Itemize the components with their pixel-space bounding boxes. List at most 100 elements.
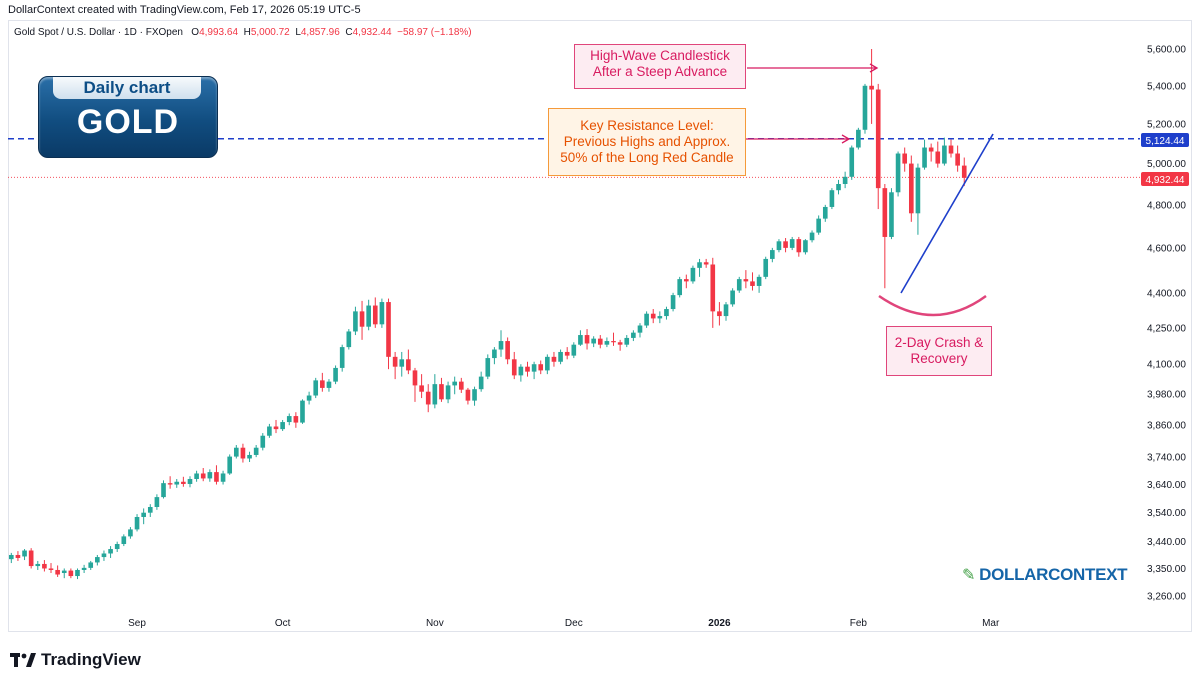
candle-body: [372, 305, 378, 325]
created-by-line: DollarContext created with TradingView.c…: [8, 4, 361, 16]
y-tick-label: 5,200.00: [1147, 119, 1186, 130]
candle-body: [869, 85, 874, 90]
candle-body: [525, 366, 530, 372]
candles-group: [8, 49, 967, 580]
open-value: 4,993.64: [199, 27, 239, 38]
candle-body: [114, 544, 120, 550]
crash-annotation: 2-Day Crash & Recovery: [886, 326, 992, 376]
tradingview-logo[interactable]: TradingView: [10, 650, 141, 670]
candle-body: [617, 342, 623, 345]
candle-body: [690, 267, 696, 282]
x-tick-label: Oct: [275, 618, 291, 629]
candle-body: [207, 472, 213, 479]
candle-body: [458, 381, 464, 390]
candle-body: [743, 279, 749, 282]
candle-body: [664, 309, 669, 317]
candle-body: [961, 165, 967, 178]
candle-body: [95, 557, 100, 563]
candle-body: [240, 447, 246, 459]
y-tick-label: 4,800.00: [1147, 200, 1186, 211]
candle-body: [227, 456, 233, 474]
low-value: 4,857.96: [300, 27, 340, 38]
candle-body: [551, 356, 557, 362]
high-wave-annotation: High-Wave Candlestick After a Steep Adva…: [574, 44, 746, 89]
candle-body: [200, 473, 206, 479]
candle-body: [955, 153, 960, 166]
candle-body: [273, 426, 279, 430]
candle-body: [856, 129, 861, 148]
last-price-tag-text: 4,932.44: [1146, 175, 1185, 186]
y-tick-label: 5,400.00: [1147, 81, 1186, 92]
close-label: C: [345, 27, 353, 38]
candle-body: [511, 359, 517, 376]
candle-body: [452, 381, 458, 386]
candle-body: [578, 335, 583, 345]
resistance-price-tag: [1141, 133, 1189, 147]
candle-body: [631, 332, 636, 338]
y-tick-label: 4,250.00: [1147, 323, 1186, 334]
candle-body: [902, 153, 908, 164]
high-value: 5,000.72: [250, 27, 290, 38]
candle-body: [134, 516, 140, 530]
candle-body: [220, 473, 226, 482]
daily-chart-badge: Daily chart GOLD: [38, 76, 218, 158]
candle-body: [717, 311, 722, 317]
candle-body: [187, 478, 193, 484]
candle-body: [571, 344, 577, 356]
x-tick-label: Dec: [565, 618, 583, 629]
x-tick-label: Nov: [426, 618, 444, 629]
y-tick-label: 4,100.00: [1147, 360, 1186, 371]
candle-body: [28, 550, 34, 567]
high-wave-arrowhead: [869, 63, 879, 73]
candle-body: [485, 358, 491, 377]
candle-body: [286, 416, 292, 423]
candle-body: [108, 549, 113, 554]
low-label: L: [295, 27, 301, 38]
y-tick-label: 3,260.00: [1147, 592, 1186, 603]
candle-body: [75, 569, 80, 577]
candle-body: [644, 313, 649, 326]
candle-body: [55, 569, 60, 575]
candle-body: [359, 311, 365, 327]
candle-body: [399, 359, 405, 367]
x-tick-label: Feb: [850, 618, 868, 629]
candle-body: [882, 188, 888, 237]
candle-body: [8, 554, 14, 560]
y-tick-label: 3,440.00: [1147, 537, 1186, 548]
candle-body: [161, 483, 166, 498]
candle-body: [822, 206, 828, 219]
candle-body: [584, 335, 590, 344]
candle-body: [472, 389, 477, 401]
y-tick-label: 3,350.00: [1147, 564, 1186, 575]
last-price-tag: [1141, 172, 1189, 186]
candle-body: [233, 447, 239, 457]
candle-body: [538, 364, 544, 371]
candle-body: [809, 232, 815, 241]
candle-body: [478, 376, 484, 390]
candle-body: [670, 295, 676, 310]
candle-body: [783, 241, 788, 248]
candle-body: [267, 426, 272, 436]
dollarcontext-logo: ✎ DOLLARCONTEXT: [962, 565, 1128, 585]
y-tick-label: 4,400.00: [1147, 288, 1186, 299]
candle-body: [214, 472, 219, 482]
candle-body: [101, 553, 107, 558]
candle-body: [736, 279, 742, 291]
symbol-header: Gold Spot / U.S. Dollar · 1D · FXOpen O4…: [14, 27, 472, 38]
y-tick-label: 3,740.00: [1147, 453, 1186, 464]
candle-body: [260, 435, 266, 448]
candle-body: [564, 351, 570, 356]
candle-body: [942, 145, 947, 164]
candle-body: [386, 302, 391, 357]
change-value: −58.97 (−1.18%): [397, 27, 472, 38]
candle-body: [174, 481, 180, 485]
candle-body: [465, 389, 471, 401]
badge-symbol: GOLD: [76, 103, 180, 141]
candle-body: [280, 422, 285, 430]
candle-body: [922, 147, 927, 168]
candle-body: [81, 567, 87, 570]
x-tick-label: Sep: [128, 618, 146, 629]
y-tick-label: 3,980.00: [1147, 390, 1186, 401]
candle-body: [657, 316, 663, 319]
